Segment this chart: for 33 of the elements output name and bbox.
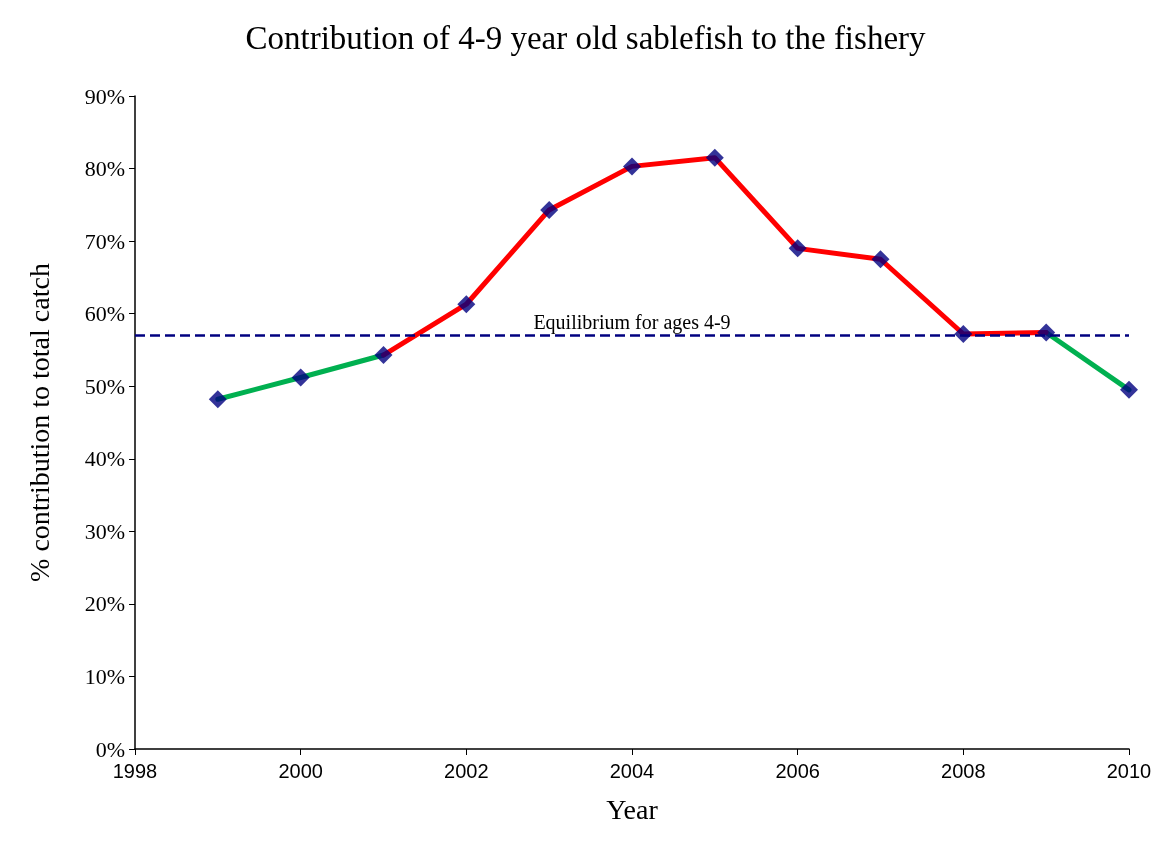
y-tick-label: 70% — [84, 228, 125, 254]
point — [954, 324, 973, 343]
x-tick-label: 2000 — [278, 760, 323, 782]
point — [788, 239, 807, 258]
point — [291, 368, 310, 387]
x-tick-label: 2004 — [609, 760, 655, 782]
point — [705, 148, 724, 167]
point — [871, 250, 890, 269]
y-tick-label: 0% — [95, 736, 125, 762]
y-tick-label: 20% — [84, 591, 125, 617]
point — [374, 346, 393, 365]
y-tick-label: 60% — [84, 301, 125, 327]
y-tick-label: 40% — [84, 446, 125, 472]
x-axis-title: Year — [606, 793, 659, 825]
y-axis-title: % contribution to total catch — [23, 263, 55, 582]
point — [540, 200, 559, 219]
x-tick-label: 2006 — [775, 760, 820, 782]
y-tick-label: 50% — [84, 373, 125, 399]
ref-line-label: Equilibrium for ages 4-9 — [533, 311, 731, 335]
y-tick-label: 90% — [84, 83, 125, 109]
y-tick-label: 30% — [84, 518, 125, 544]
y-tick-label: 10% — [84, 663, 125, 689]
point — [1037, 323, 1056, 342]
x-tick-label: 1998 — [112, 760, 158, 782]
point — [623, 157, 641, 176]
y-tick-label: 80% — [84, 156, 125, 182]
point — [457, 295, 476, 314]
x-tick-label: 2008 — [941, 760, 986, 782]
chart-title: Contribution of 4-9 year old sablefish to the fishery — [245, 19, 927, 56]
point — [1120, 380, 1138, 399]
x-tick-label: 2002 — [444, 760, 489, 782]
x-tick-label: 2010 — [1106, 760, 1152, 782]
point — [208, 390, 227, 409]
